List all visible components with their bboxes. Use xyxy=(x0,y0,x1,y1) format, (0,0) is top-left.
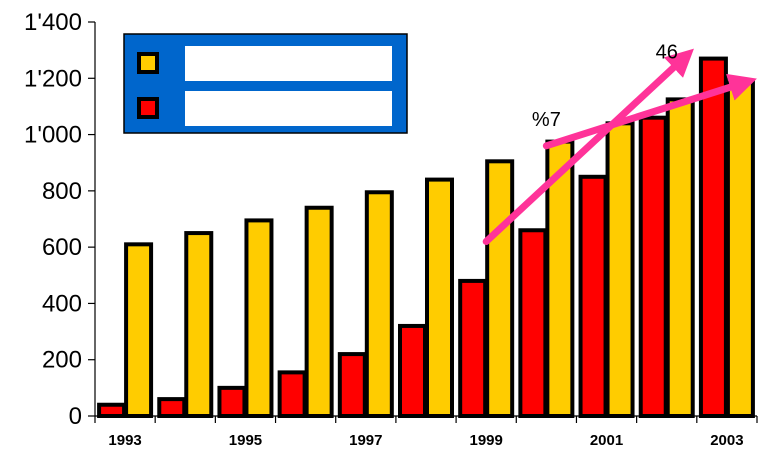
trend-arrow xyxy=(542,73,757,150)
y-tick-label: 0 xyxy=(69,403,82,430)
annotation-label: %7 xyxy=(532,109,561,131)
bar xyxy=(725,80,755,418)
bar xyxy=(277,370,307,418)
bar xyxy=(698,56,728,418)
bar xyxy=(425,177,454,418)
y-tick-label: 1'000 xyxy=(24,122,82,149)
bar xyxy=(605,121,635,418)
bar xyxy=(638,115,668,419)
x-tick-label: 1997 xyxy=(349,432,382,449)
x-tick-label: 1999 xyxy=(469,432,502,449)
x-tick-label: 1995 xyxy=(229,432,262,449)
bar xyxy=(157,397,187,419)
annotations: %7 46 xyxy=(532,42,678,132)
y-tick-label: 600 xyxy=(42,234,82,261)
trend-arrow xyxy=(482,48,694,246)
y-tick-label: 400 xyxy=(42,290,82,317)
bar xyxy=(217,385,247,419)
legend-label-box xyxy=(185,91,392,126)
x-tick-label: 2001 xyxy=(590,432,623,449)
bar xyxy=(244,218,274,418)
bar xyxy=(398,323,427,419)
legend-label-box xyxy=(185,46,392,81)
x-tick-label: 1993 xyxy=(108,432,141,449)
bar xyxy=(545,139,575,418)
y-tick-label: 1'400 xyxy=(24,9,82,36)
bar xyxy=(97,402,127,419)
bar xyxy=(458,278,488,418)
bar xyxy=(364,190,394,418)
bar xyxy=(337,352,367,419)
annotation-label: 46 xyxy=(656,42,678,64)
bar xyxy=(184,231,214,418)
y-tick-label: 200 xyxy=(42,347,82,374)
trend-arrows xyxy=(482,48,757,246)
bars xyxy=(97,56,755,419)
bar xyxy=(578,174,608,418)
x-axis: 1993 1995 1997 1999 2001 2003 xyxy=(94,415,758,449)
legend-swatch xyxy=(137,52,159,74)
bar xyxy=(304,205,334,418)
y-axis: 0 200 400 600 800 1'000 1'200 1'400 xyxy=(24,9,96,430)
legend xyxy=(123,33,408,134)
x-tick-label: 2003 xyxy=(710,432,743,449)
bar xyxy=(124,242,154,418)
y-tick-label: 800 xyxy=(42,178,82,205)
y-tick-label: 1'200 xyxy=(24,65,82,92)
bar xyxy=(485,159,515,418)
bar xyxy=(518,228,548,418)
legend-swatch xyxy=(137,97,159,119)
bar xyxy=(665,97,695,419)
